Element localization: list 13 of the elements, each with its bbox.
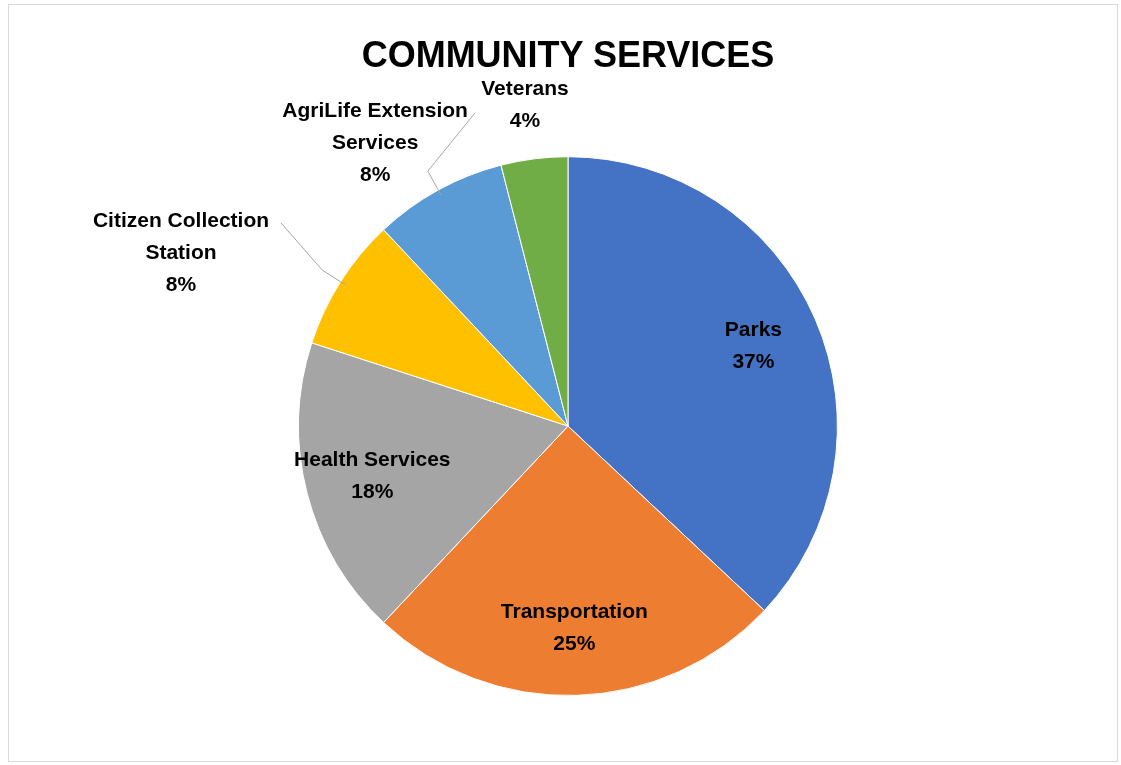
slice-label: Parks	[724, 316, 783, 340]
chart-title: COMMUNITY SERVICES	[361, 33, 775, 75]
data-label: 25%	[553, 630, 596, 654]
slice-label: Citizen Collection Station	[92, 207, 270, 263]
data-label: 18%	[351, 479, 394, 503]
slice-label: Veterans	[481, 76, 569, 100]
data-label: 37%	[732, 348, 775, 372]
data-label: 8%	[165, 271, 197, 295]
slice-label: Transportation	[500, 598, 648, 622]
slice-label: Health Services	[294, 447, 451, 471]
slice-label: AgriLife Extension Services	[282, 97, 468, 153]
data-label: 8%	[359, 161, 391, 185]
data-label: 4%	[509, 108, 541, 132]
